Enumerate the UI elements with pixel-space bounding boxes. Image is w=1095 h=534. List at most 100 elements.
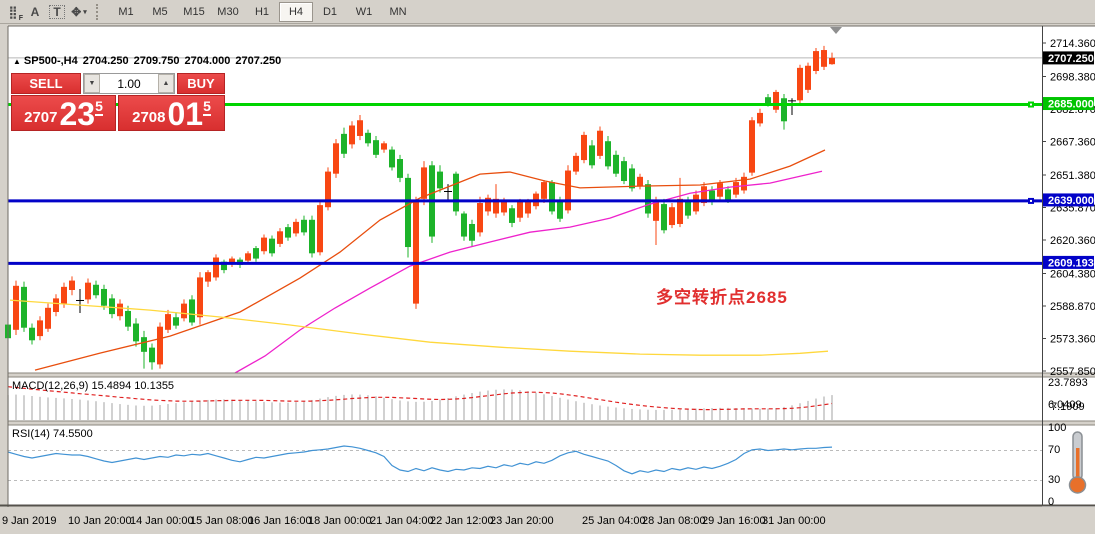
text-label-tool-icon[interactable]: T [46, 2, 68, 22]
candle-body [293, 221, 299, 234]
candle-body [333, 143, 339, 174]
candle-body [269, 238, 275, 254]
date-tick-label: 16 Jan 16:00 [248, 515, 312, 527]
candle-body [501, 200, 507, 213]
candle-body [781, 98, 787, 122]
candle-body [661, 204, 667, 231]
cursor-tool-icon[interactable]: ✥ ▾ [71, 4, 87, 19]
toolbar-icons: ⣿ F A T ✥ ▾ [2, 2, 90, 22]
timeframe-m5-button[interactable]: M5 [152, 5, 168, 18]
timeframe-m30-button[interactable]: M30 [217, 5, 239, 18]
timeframe-mn-button[interactable]: MN [389, 5, 407, 18]
ohlc-header: ▲ SP500-,H4 2704.250 2709.750 2704.000 2707.2… [13, 55, 286, 67]
timeframe-w1-button[interactable]: W1 [355, 5, 373, 18]
candle-body [197, 277, 203, 318]
candle-body [421, 167, 427, 199]
ma-fast-red [34, 149, 826, 371]
toolbar: ⣿ F A T ✥ ▾ M1 M5 M15 M30 H1 H4 D1 W1 MN [0, 0, 1095, 24]
candle-body [677, 198, 683, 224]
candle-body [61, 286, 67, 304]
price-tick-label: 2714.360 [1050, 38, 1095, 50]
timeframe-m15-button[interactable]: M15 [183, 5, 205, 18]
chart-annotation: 多空转折点2685 [656, 287, 788, 307]
date-tick-label: 21 Jan 04:00 [370, 515, 434, 527]
macd-scale-garbled: 6.0409 [1048, 399, 1082, 411]
candle-body [373, 140, 379, 155]
low-value: 2704.000 [184, 55, 231, 67]
buy-price-button[interactable]: 2708 01 5 [118, 95, 225, 131]
candle-body [381, 143, 387, 150]
volume-input[interactable]: 1.00 [117, 76, 141, 91]
volume-increase-icon[interactable]: ▲ [158, 74, 174, 93]
candle-body [189, 299, 195, 323]
sell-price-button[interactable]: 2707 23 5 [11, 95, 116, 131]
date-tick-label: 22 Jan 12:00 [430, 515, 494, 527]
rsi-scale-label: 0 [1048, 496, 1054, 508]
candle-body [629, 168, 635, 189]
price-tick-label: 2698.380 [1050, 71, 1095, 83]
candle-body [637, 176, 643, 187]
candle-body [605, 141, 611, 167]
symbol-name: SP500-,H4 [23, 55, 78, 67]
candle-body [357, 120, 363, 136]
sell-button[interactable]: SELL [11, 73, 81, 94]
volume-stepper: ▼ 1.00 ▲ [83, 73, 175, 94]
candle-body [181, 303, 187, 319]
candle-body [733, 182, 739, 195]
macd-pane-bg [8, 377, 1042, 421]
candle-body [21, 286, 27, 328]
candles-layer [5, 45, 835, 370]
svg-text:2707.250: 2707.250 [1048, 53, 1094, 65]
macd-label: MACD(12,26,9) 15.4894 10.1355 [12, 380, 174, 392]
sell-price-big: 23 [59, 95, 96, 132]
candle-body [37, 320, 43, 337]
candle-body [165, 314, 171, 330]
candle-body [645, 184, 651, 214]
candle-body [149, 347, 155, 363]
candle-body [589, 145, 595, 166]
candle-body [69, 280, 75, 291]
candle-body [365, 132, 371, 144]
templates-grid-icon[interactable]: ⣿ F [8, 4, 23, 22]
volume-decrease-icon[interactable]: ▼ [84, 74, 100, 93]
timeframe-m1-button[interactable]: M1 [118, 5, 134, 18]
ma-mid-magenta [234, 170, 823, 374]
candle-body [749, 120, 755, 173]
date-tick-label: 29 Jan 16:00 [702, 515, 766, 527]
date-tick-label: 23 Jan 20:00 [490, 515, 554, 527]
candle-body [653, 200, 659, 221]
toolbar-grip[interactable] [96, 3, 103, 20]
chart-canvas[interactable]: 多空转折点2685 MACD(12,26,9) 15.4894 10.1355 RS… [0, 24, 1095, 534]
candle-body [693, 194, 699, 212]
candle-body [597, 130, 603, 156]
candle-body [565, 170, 571, 211]
date-tick-label: 31 Jan 00:00 [762, 515, 826, 527]
rsi-scale-label: 70 [1048, 444, 1060, 456]
date-tick-label: 9 Jan 2019 [2, 515, 56, 527]
price-badge [1043, 97, 1094, 111]
candle-body [461, 213, 467, 237]
candle-body [725, 189, 731, 200]
candle-body [341, 133, 347, 154]
timeframe-h4-button[interactable]: H4 [279, 1, 313, 22]
candle-body [437, 171, 443, 189]
candle-body [765, 97, 771, 104]
candle-body [717, 183, 723, 197]
candle-body [261, 237, 267, 252]
candle-body [669, 207, 675, 226]
candle-body [405, 177, 411, 248]
candle-body [253, 248, 259, 259]
timeframe-h1-button[interactable]: H1 [254, 5, 270, 18]
rsi-pane: RSI(14) 74.5500 [7, 428, 1042, 481]
price-scale[interactable]: 2714.3602698.3802682.8702667.3602651.380… [1042, 26, 1095, 508]
candle-body [493, 198, 499, 214]
buy-button[interactable]: BUY [177, 73, 225, 94]
arrow-tool-icon[interactable]: A [30, 4, 40, 19]
candle-body [829, 57, 835, 65]
buy-price-big: 01 [167, 95, 204, 132]
candle-body [389, 149, 395, 168]
candle-body [797, 67, 803, 101]
timeframe-d1-button[interactable]: D1 [322, 5, 338, 18]
rsi-scale-label: 30 [1048, 474, 1060, 486]
